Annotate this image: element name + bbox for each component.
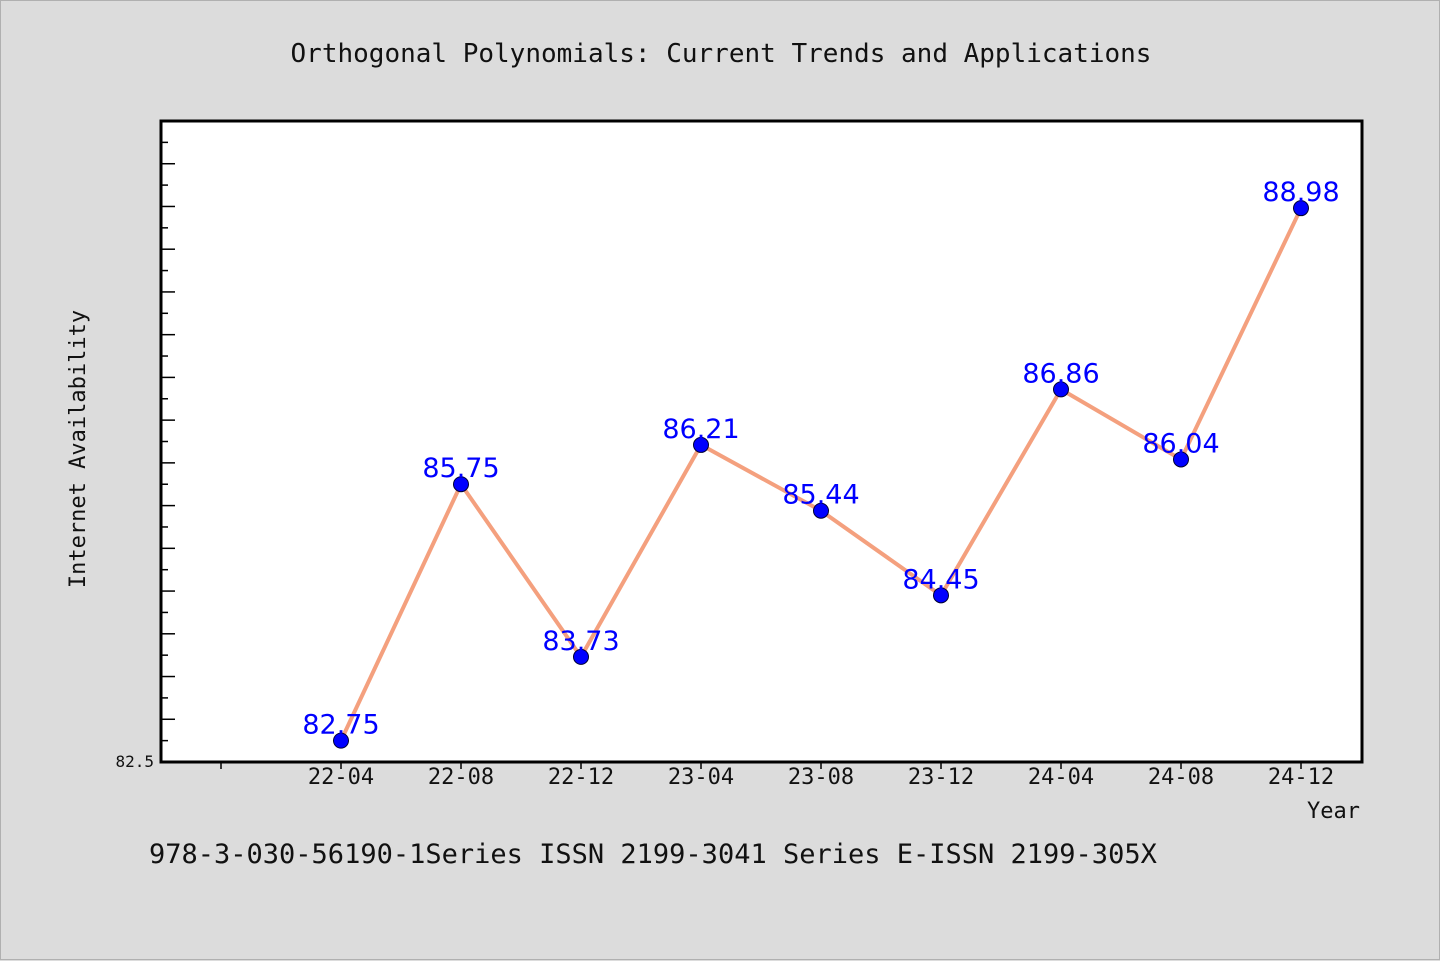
x-axis-label: Year	[1307, 799, 1360, 824]
data-point-marker	[933, 587, 949, 604]
data-point-marker	[1053, 381, 1069, 398]
data-value-label: 86.86	[1022, 358, 1099, 389]
x-tick-label: 23-08	[788, 765, 854, 790]
data-point-marker	[1173, 451, 1189, 468]
x-tick-label: 22-12	[548, 765, 614, 790]
data-point-marker	[453, 476, 469, 493]
x-tick-label: 24-08	[1148, 765, 1214, 790]
data-value-label: 82.75	[302, 710, 379, 741]
x-tick-label: 23-12	[908, 765, 974, 790]
data-point-marker	[573, 648, 589, 665]
data-value-label: 85.75	[422, 453, 499, 484]
x-tick-label: 24-04	[1028, 765, 1094, 790]
footer-isbn-text: 978-3-030-56190-1Series ISSN 2199-3041 S…	[149, 839, 1157, 870]
plot-area	[159, 119, 1364, 764]
data-point-marker	[1293, 200, 1309, 217]
y-axis-ticks	[161, 120, 175, 763]
data-point-marker	[813, 502, 829, 519]
data-value-label: 83.73	[542, 626, 619, 657]
data-value-label: 85.44	[782, 480, 859, 511]
data-value-label: 84.45	[902, 564, 979, 595]
y-min-tick-label: 82.5	[115, 752, 154, 771]
x-tick-label: 22-08	[428, 765, 494, 790]
x-tick-labels: 22-04 22-08 22-12 23-04 23-08 23-12 24-04 24-08…	[308, 765, 1334, 790]
x-axis-ticks	[220, 762, 1302, 769]
x-tick-label: 22-04	[308, 765, 374, 790]
data-point-marker	[333, 732, 349, 749]
data-value-label: 86.21	[662, 414, 739, 445]
x-tick-label: 23-04	[668, 765, 734, 790]
data-value-label: 86.04	[1142, 428, 1219, 459]
series-1: 82.75 85.75 83.73 86.21 85.44 84.45 86.86 86.04…	[302, 177, 1340, 749]
y-axis-label: Internet Availability	[66, 310, 91, 588]
data-point-marker	[693, 436, 709, 453]
data-value-label: 88.98	[1262, 177, 1339, 208]
chart-title: Orthogonal Polynomials: Current Trends a…	[291, 39, 1152, 69]
x-tick-label: 24-12	[1268, 765, 1334, 790]
